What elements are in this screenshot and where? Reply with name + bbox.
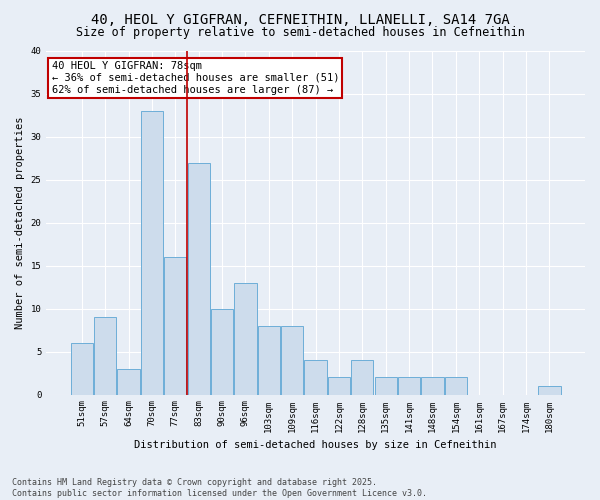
Bar <box>374 378 397 394</box>
Bar <box>304 360 326 394</box>
Text: Contains HM Land Registry data © Crown copyright and database right 2025.
Contai: Contains HM Land Registry data © Crown c… <box>12 478 427 498</box>
Bar <box>211 308 233 394</box>
Bar <box>141 111 163 395</box>
X-axis label: Distribution of semi-detached houses by size in Cefneithin: Distribution of semi-detached houses by … <box>134 440 497 450</box>
Bar <box>258 326 280 394</box>
Y-axis label: Number of semi-detached properties: Number of semi-detached properties <box>15 116 25 329</box>
Bar <box>421 378 443 394</box>
Text: Size of property relative to semi-detached houses in Cefneithin: Size of property relative to semi-detach… <box>76 26 524 39</box>
Bar <box>398 378 420 394</box>
Bar <box>538 386 560 394</box>
Text: 40, HEOL Y GIGFRAN, CEFNEITHIN, LLANELLI, SA14 7GA: 40, HEOL Y GIGFRAN, CEFNEITHIN, LLANELLI… <box>91 12 509 26</box>
Bar <box>445 378 467 394</box>
Bar <box>94 318 116 394</box>
Bar <box>188 162 210 394</box>
Text: 40 HEOL Y GIGFRAN: 78sqm
← 36% of semi-detached houses are smaller (51)
62% of s: 40 HEOL Y GIGFRAN: 78sqm ← 36% of semi-d… <box>52 62 339 94</box>
Bar <box>328 378 350 394</box>
Bar <box>71 343 93 394</box>
Bar <box>164 257 187 394</box>
Bar <box>351 360 373 394</box>
Bar <box>235 283 257 395</box>
Bar <box>118 369 140 394</box>
Bar <box>281 326 304 394</box>
